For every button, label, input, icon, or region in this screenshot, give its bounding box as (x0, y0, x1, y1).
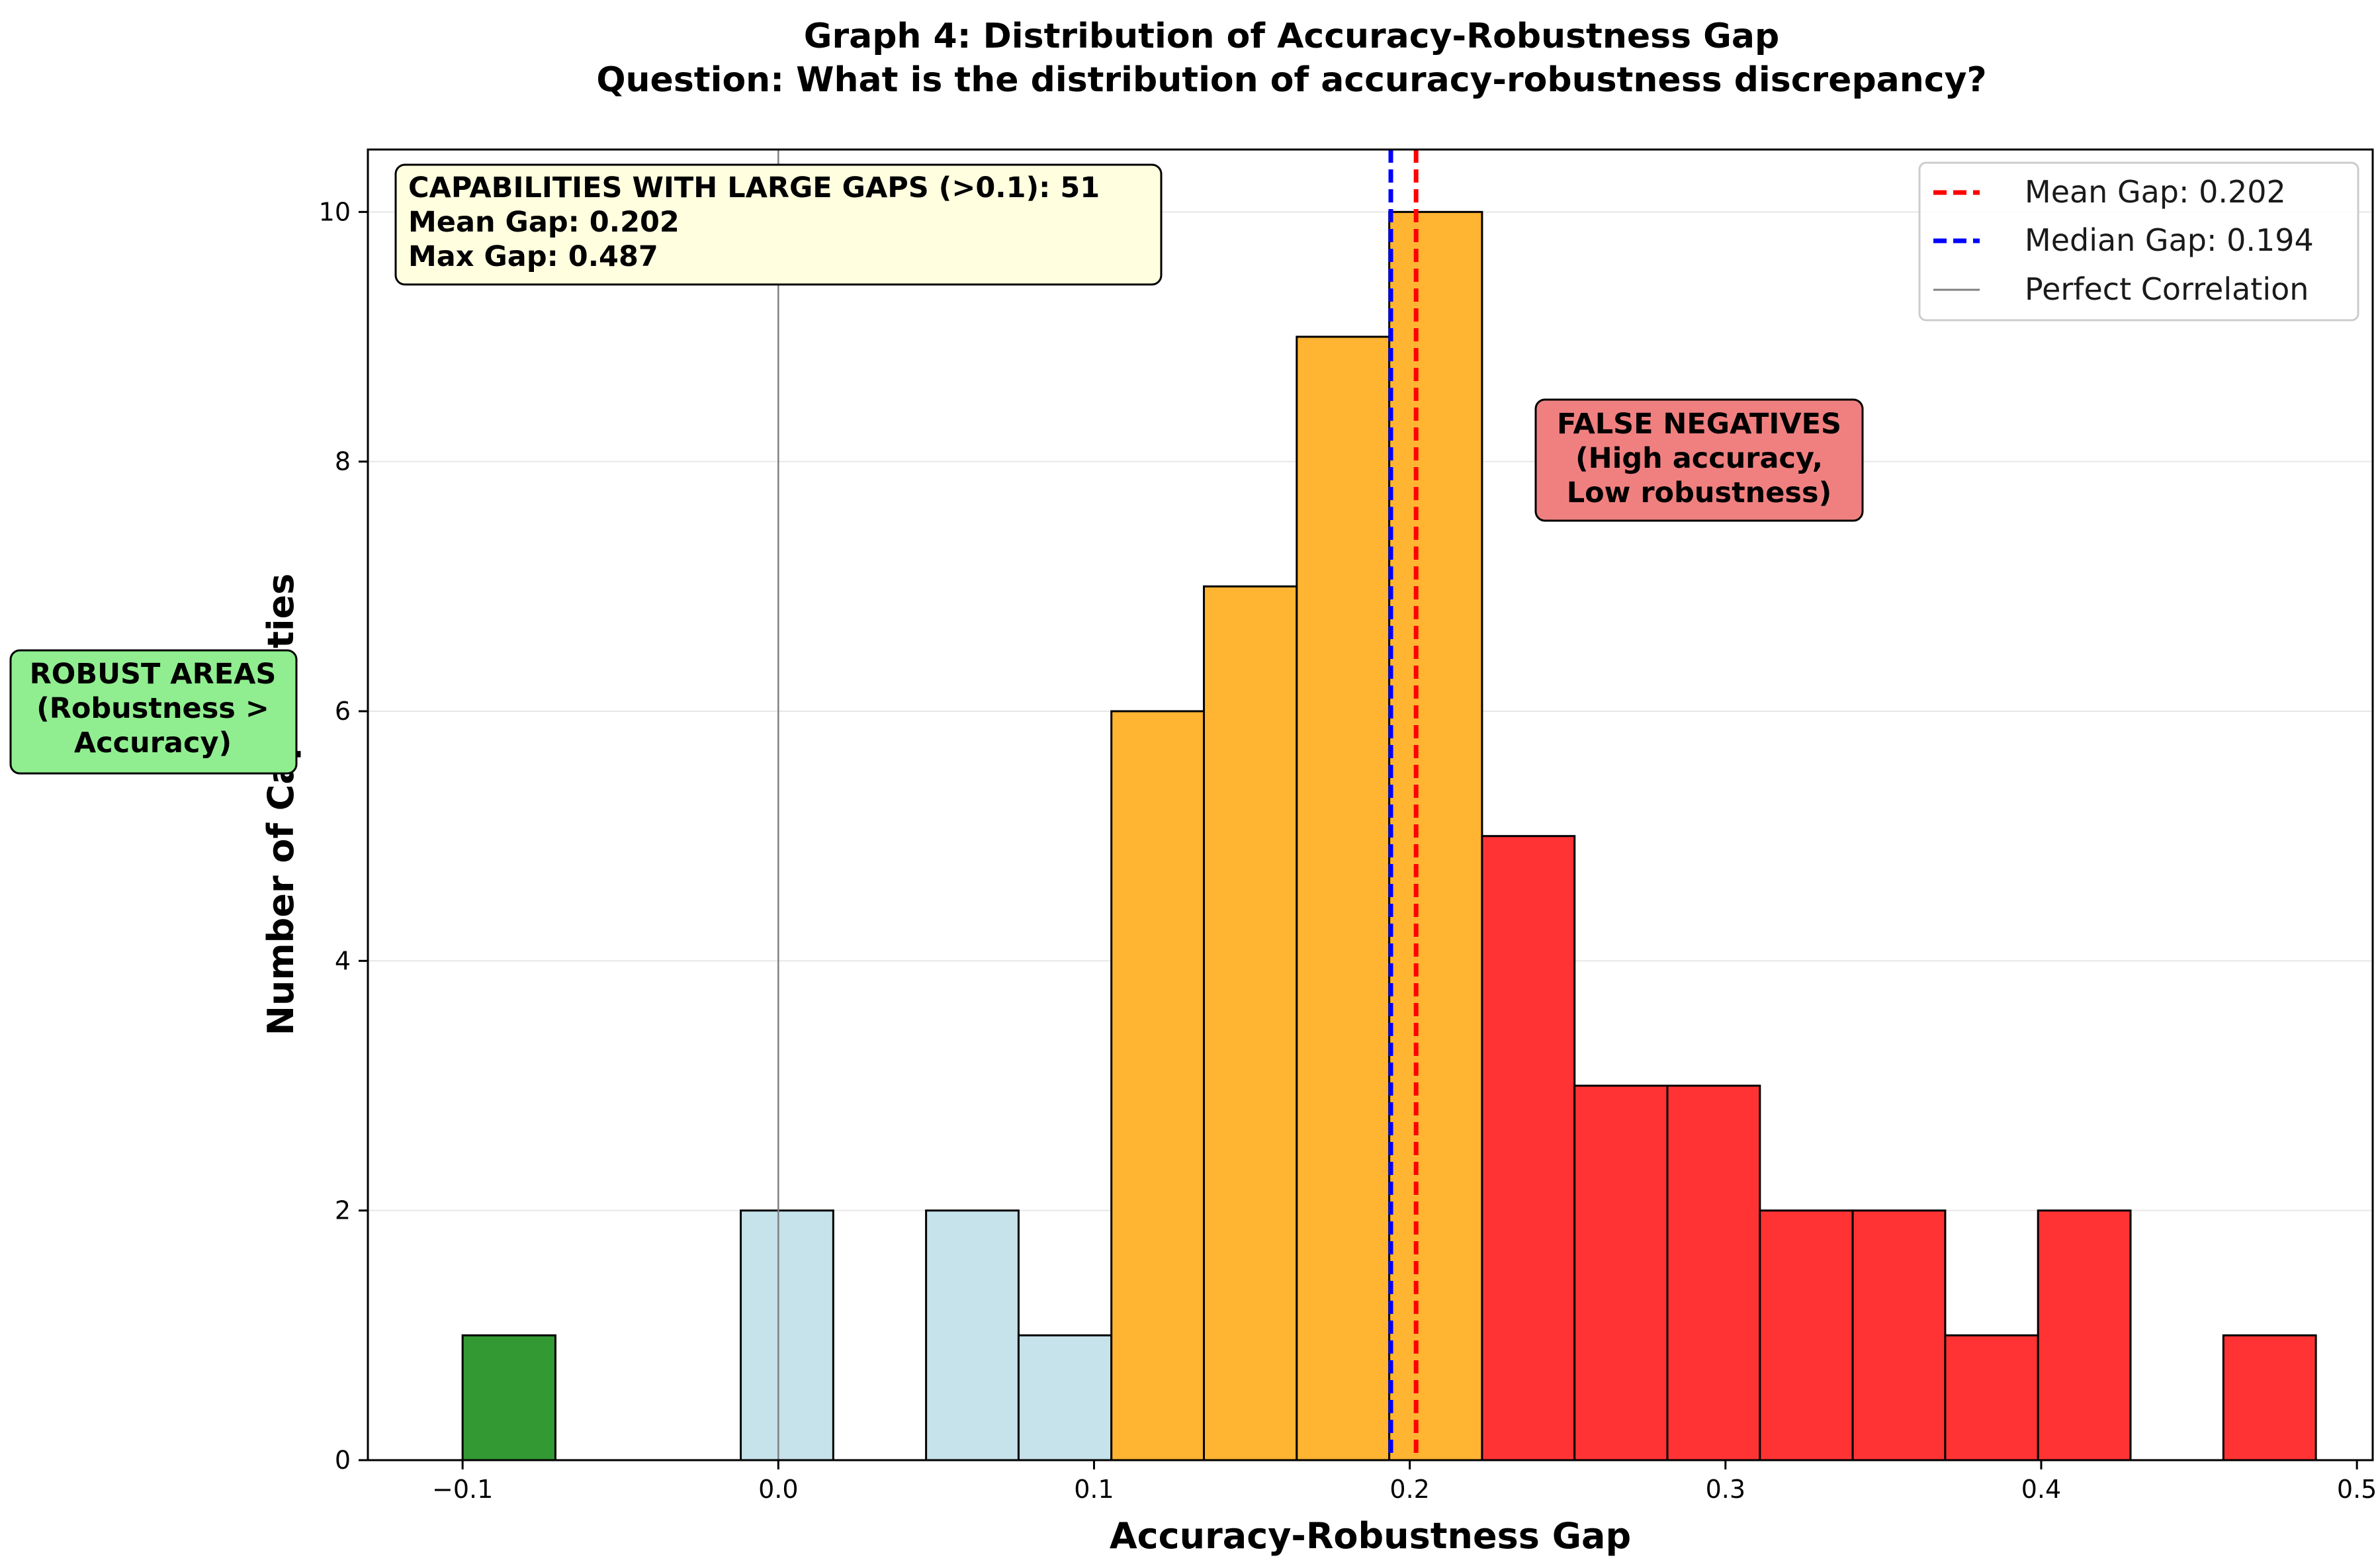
histogram-bar (1203, 585, 1298, 1461)
reference-lines (777, 150, 1419, 1460)
robust-areas-annotation: ROBUST AREAS (Robustness > Accuracy) (9, 649, 298, 775)
annotation-line: (High accuracy, (1575, 442, 1823, 475)
histogram-bar (925, 1209, 1020, 1461)
plot-frame (367, 148, 2374, 1461)
y-axis-ticks: 0 2 4 6 8 10 (319, 197, 368, 1475)
false-negatives-annotation: FALSE NEGATIVES (High accuracy, Low robu… (1534, 398, 1864, 522)
y-tick-label: 6 (335, 697, 351, 726)
legend-label-perfect-correlation: Perfect Correlation (2025, 271, 2309, 307)
annotation-line: (Robustness > (36, 692, 269, 725)
stats-box: CAPABILITIES WITH LARGE GAPS (>0.1): 51 … (394, 163, 1163, 286)
histogram-bar (461, 1334, 556, 1461)
histogram-bar (1296, 335, 1391, 1461)
stats-box-background (394, 163, 1163, 286)
stats-box-line: Max Gap: 0.487 (408, 240, 658, 273)
legend: Mean Gap: 0.202 Median Gap: 0.194 Perfec… (1918, 161, 2359, 322)
histogram-bar (1944, 1334, 2039, 1461)
legend-label-mean: Mean Gap: 0.202 (2025, 174, 2286, 210)
histogram-bar (1388, 210, 1483, 1461)
y-tick-label: 8 (335, 447, 351, 476)
false-negatives-box (1534, 398, 1864, 522)
y-tick-label: 4 (335, 946, 351, 975)
chart-title: Graph 4: Distribution of Accuracy-Robust… (804, 17, 1779, 56)
y-tick-label: 0 (335, 1446, 351, 1475)
legend-label-median: Median Gap: 0.194 (2025, 222, 2314, 258)
y-axis-label: Number of Capabilities (260, 574, 302, 1035)
x-tick-label: 0.5 (2337, 1475, 2377, 1504)
histogram-bar (740, 1209, 834, 1461)
histogram-bar (1110, 710, 1206, 1461)
x-tick-label: 0.4 (2021, 1475, 2061, 1504)
histogram-bar (1573, 1084, 1669, 1461)
chart-subtitle: Question: What is the distribution of ac… (596, 60, 1986, 100)
histogram-bar (2222, 1334, 2317, 1461)
histogram-bar (1851, 1209, 1947, 1461)
annotation-line: Low robustness) (1567, 476, 1832, 509)
x-tick-label: 0.2 (1389, 1475, 1429, 1504)
robust-areas-box (9, 649, 298, 775)
x-tick-label: −0.1 (432, 1475, 493, 1504)
x-axis-label: Accuracy-Robustness Gap (1110, 1515, 1631, 1557)
stats-box-line: Mean Gap: 0.202 (408, 206, 680, 239)
legend-frame (1918, 161, 2359, 322)
histogram-bars (461, 210, 2317, 1461)
histogram-bar (2037, 1209, 2132, 1461)
x-axis-ticks: −0.1 0.0 0.1 0.2 0.3 0.4 0.5 (432, 1460, 2377, 1504)
histogram-bar (1481, 835, 1576, 1461)
stats-box-line: CAPABILITIES WITH LARGE GAPS (>0.1): 51 (408, 171, 1100, 204)
x-tick-label: 0.1 (1074, 1475, 1114, 1504)
x-tick-label: 0.3 (1706, 1475, 1745, 1504)
x-tick-label: 0.0 (758, 1475, 798, 1504)
annotation-line: FALSE NEGATIVES (1557, 408, 1841, 441)
histogram-bar (1759, 1209, 1854, 1461)
y-tick-label: 2 (335, 1196, 351, 1225)
histogram-bar (1666, 1084, 1761, 1461)
annotation-line: Accuracy) (74, 726, 232, 760)
y-tick-label: 10 (319, 197, 351, 226)
annotation-line: ROBUST AREAS (30, 658, 277, 691)
histogram-bar (1017, 1334, 1113, 1461)
